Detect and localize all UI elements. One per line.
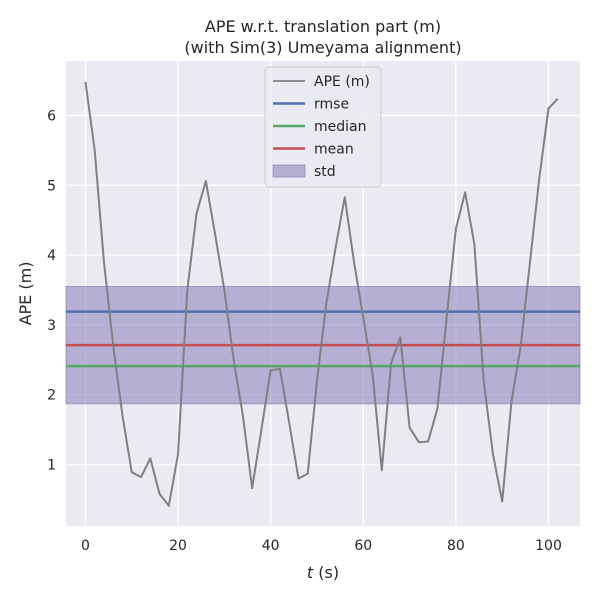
x-axis-label: t (s) xyxy=(307,563,339,582)
x-tick-label: 60 xyxy=(354,538,372,554)
x-tick-label: 40 xyxy=(262,538,280,554)
legend-box xyxy=(264,66,382,188)
x-axis-label-var: t xyxy=(307,563,314,582)
y-tick-label: 2 xyxy=(47,388,56,404)
legend-label: APE (m) xyxy=(314,74,370,90)
legend-swatch xyxy=(272,164,306,178)
x-tick-label: 20 xyxy=(169,538,187,554)
stat-lines xyxy=(66,310,580,368)
legend-label: rmse xyxy=(314,97,349,113)
chart-title-line1: APE w.r.t. translation part (m) xyxy=(205,17,441,36)
y-tick-label: 4 xyxy=(47,248,56,264)
x-tick-label: 100 xyxy=(535,538,562,554)
y-tick-label: 1 xyxy=(47,458,56,474)
legend-label: mean xyxy=(314,142,354,158)
legend-label: median xyxy=(314,119,366,135)
legend-label: std xyxy=(314,164,336,180)
x-tick-label: 80 xyxy=(447,538,465,554)
y-tick-label: 5 xyxy=(47,178,56,194)
y-tick-labels: 1 2 3 4 5 6 xyxy=(47,108,56,473)
x-tick-labels: 0 20 40 60 80 100 xyxy=(81,538,562,554)
ape-series-line xyxy=(84,81,559,507)
chart-title-line2: (with Sim(3) Umeyama alignment) xyxy=(184,38,461,57)
legend: APE (m) rmse median mean std xyxy=(264,66,382,188)
x-tick-label: 0 xyxy=(81,538,90,554)
y-tick-label: 3 xyxy=(47,318,56,334)
y-axis-label: APE (m) xyxy=(16,262,35,326)
series-group xyxy=(84,81,559,507)
x-axis-label-unit: (s) xyxy=(313,563,339,582)
y-tick-label: 6 xyxy=(47,108,56,124)
